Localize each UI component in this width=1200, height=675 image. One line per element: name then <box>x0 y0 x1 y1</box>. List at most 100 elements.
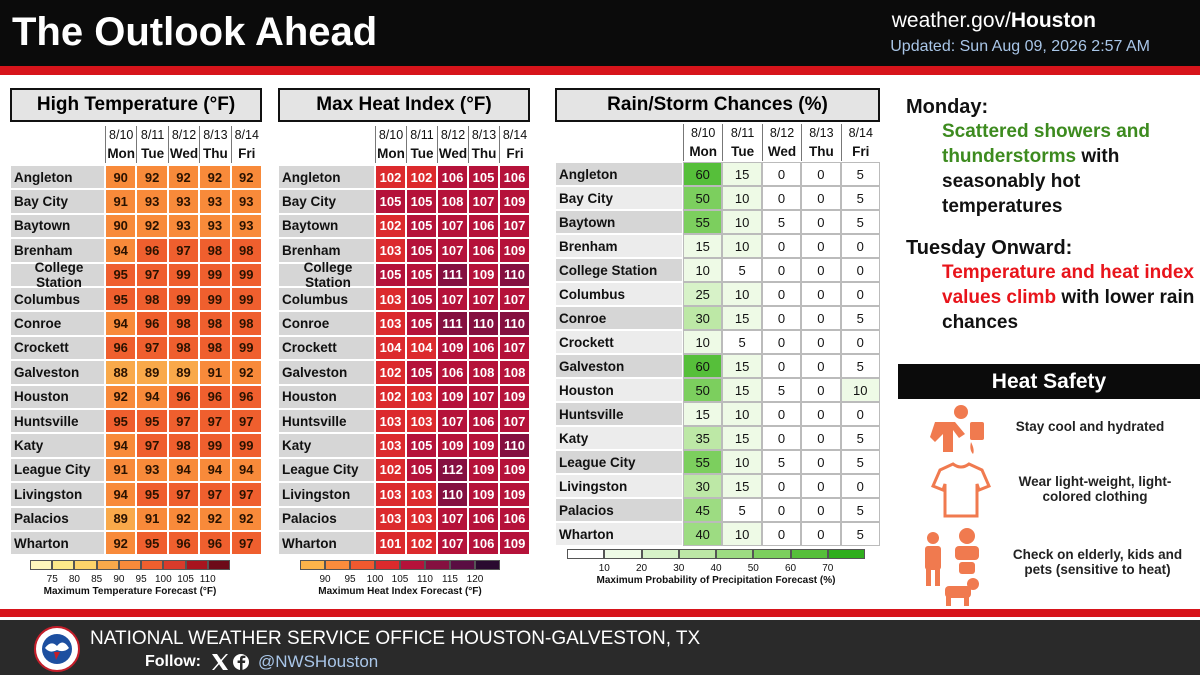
value-cell: 15 <box>722 474 762 498</box>
column-date: 8/11 <box>136 126 167 144</box>
value-cell: 97 <box>230 531 262 556</box>
legend-tick-label: 100 <box>366 574 384 585</box>
value-cell: 110 <box>437 482 468 507</box>
value-cell: 108 <box>468 360 499 385</box>
value-cell: 0 <box>801 330 841 354</box>
value-cell: 109 <box>499 238 530 263</box>
location-name: Brenham <box>10 238 105 263</box>
value-cell: 0 <box>761 186 802 210</box>
table-title: High Temperature (°F) <box>10 88 262 122</box>
value-cell: 0 <box>801 210 841 234</box>
legend-swatch <box>163 560 186 570</box>
location-name: Crockett <box>278 335 375 361</box>
value-cell: 103 <box>406 384 437 409</box>
value-cell: 107 <box>499 213 530 239</box>
value-cell: 99 <box>230 433 262 458</box>
column-day: Thu <box>199 144 230 163</box>
value-cell: 97 <box>230 482 262 507</box>
site-name: Houston <box>1010 9 1096 32</box>
value-cell: 0 <box>840 258 880 282</box>
value-cell: 10 <box>722 282 762 306</box>
column-day: Thu <box>801 142 840 161</box>
value-cell: 93 <box>230 213 262 239</box>
location-name: Angleton <box>278 165 375 190</box>
value-cell: 102 <box>375 360 406 385</box>
legend-swatch <box>678 549 716 559</box>
legend-swatch <box>30 560 53 570</box>
value-cell: 10 <box>840 378 880 402</box>
value-cell: 103 <box>375 311 406 336</box>
location-name: Crockett <box>10 335 105 361</box>
value-cell: 0 <box>840 234 880 258</box>
value-cell: 97 <box>136 262 168 287</box>
value-cell: 10 <box>683 330 723 354</box>
value-cell: 10 <box>683 258 723 282</box>
value-cell: 92 <box>136 213 168 239</box>
column-day: Mon <box>683 142 722 161</box>
location-name: Conroe <box>278 311 375 336</box>
legend-swatch <box>827 549 865 559</box>
value-cell: 10 <box>722 522 762 546</box>
value-cell: 94 <box>105 238 137 263</box>
value-cell: 109 <box>468 262 499 287</box>
legend-tick-label: 115 <box>442 574 458 585</box>
value-cell: 5 <box>840 450 880 474</box>
social-icons[interactable] <box>210 652 254 672</box>
value-cell: 97 <box>136 433 168 458</box>
value-cell: 107 <box>468 189 499 214</box>
value-cell: 97 <box>167 238 200 263</box>
value-cell: 97 <box>199 409 231 434</box>
value-cell: 106 <box>499 165 530 190</box>
legend-tick-label: 30 <box>673 563 685 574</box>
value-cell: 106 <box>437 165 468 190</box>
social-handle[interactable]: @NWSHouston <box>258 652 379 671</box>
location-name: Katy <box>10 433 105 458</box>
table-title: Max Heat Index (°F) <box>278 88 530 122</box>
location-name: Galveston <box>10 360 105 385</box>
value-cell: 0 <box>801 474 841 498</box>
title: The Outlook Ahead <box>12 10 378 54</box>
value-cell: 107 <box>437 531 468 556</box>
value-cell: 93 <box>230 189 262 214</box>
location-name: Houston <box>555 378 683 402</box>
location-name: Brenham <box>555 234 683 258</box>
value-cell: 109 <box>499 531 530 556</box>
value-cell: 97 <box>167 409 200 434</box>
value-cell: 0 <box>801 378 841 402</box>
value-cell: 110 <box>499 262 530 287</box>
follow-label: Follow: <box>145 653 201 670</box>
value-cell: 5 <box>840 426 880 450</box>
safety-icons <box>925 405 991 606</box>
value-cell: 92 <box>230 506 262 531</box>
legend-swatch <box>141 560 164 570</box>
value-cell: 89 <box>136 360 168 385</box>
value-cell: 50 <box>683 186 723 210</box>
location-name: Huntsville <box>10 409 105 434</box>
value-cell: 104 <box>375 335 406 361</box>
value-cell: 0 <box>840 402 880 426</box>
value-cell: 103 <box>375 506 406 531</box>
legend-tick-label: 95 <box>135 574 147 585</box>
outlook-text: Scattered showers and thunderstorms with… <box>942 119 1196 219</box>
column-date: 8/14 <box>499 126 530 144</box>
value-cell: 105 <box>406 262 437 287</box>
value-cell: 60 <box>683 162 723 186</box>
legend-tick-label: 105 <box>177 574 194 585</box>
value-cell: 15 <box>722 354 762 378</box>
value-cell: 10 <box>722 210 762 234</box>
location-name: Columbus <box>555 282 683 306</box>
location-name: Brenham <box>278 238 375 263</box>
location-name: Livingston <box>10 482 105 507</box>
value-cell: 94 <box>105 482 137 507</box>
value-cell: 15 <box>683 402 723 426</box>
column-date: 8/11 <box>406 126 437 144</box>
legend-tick-label: 75 <box>46 574 58 585</box>
legend-tick-label: 105 <box>391 574 409 585</box>
outlook-text: Temperature and heat index values climb … <box>942 260 1196 335</box>
column-date: 8/11 <box>722 124 761 142</box>
value-cell: 5 <box>722 258 762 282</box>
value-cell: 94 <box>136 384 168 409</box>
location-name: Columbus <box>10 287 105 312</box>
outlook-heading: Tuesday Onward: <box>906 237 1073 259</box>
value-cell: 30 <box>683 474 723 498</box>
